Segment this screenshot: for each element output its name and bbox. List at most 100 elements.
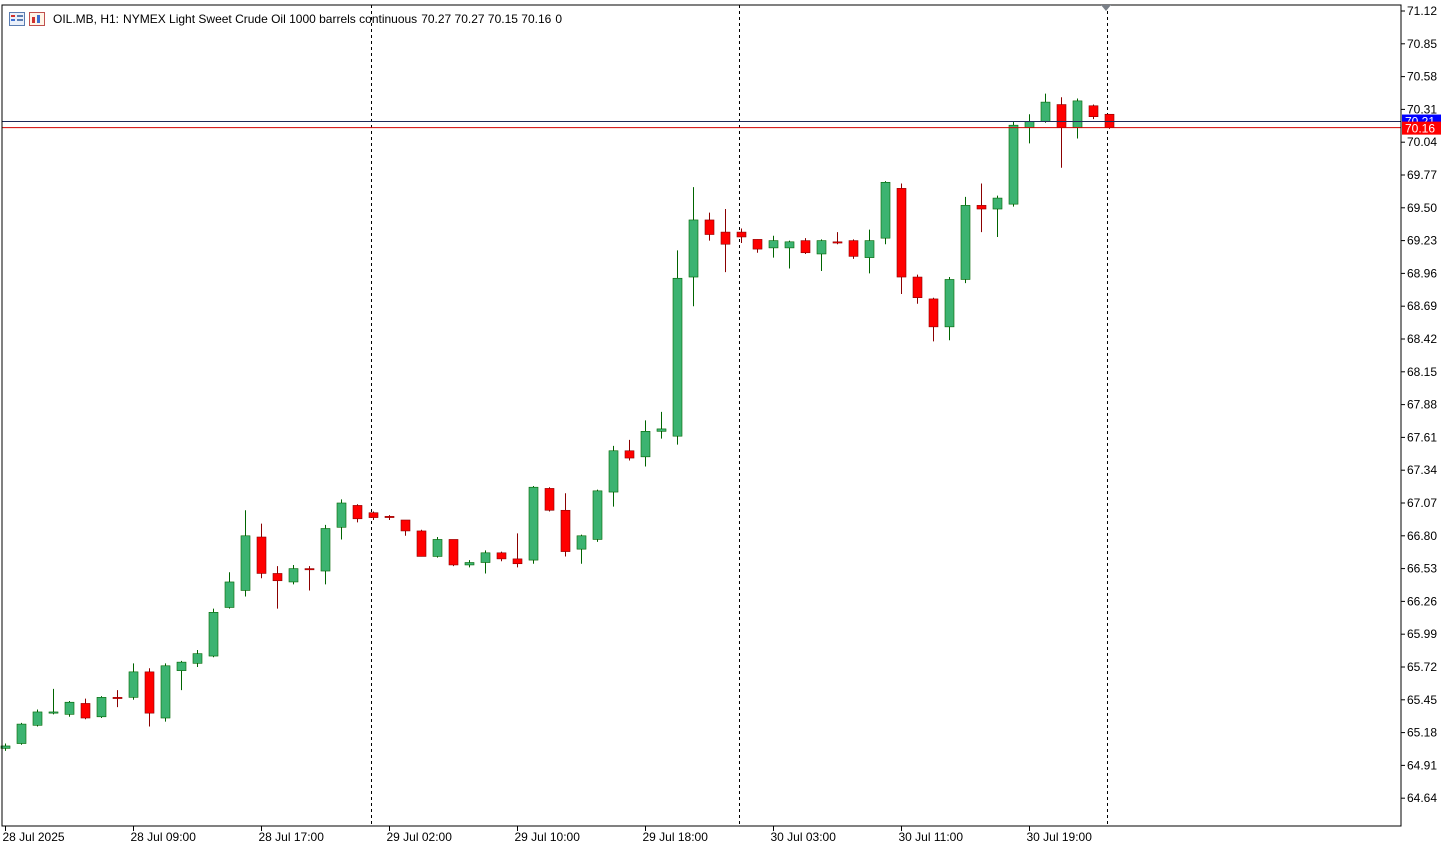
candle <box>320 524 331 585</box>
candle <box>944 277 955 341</box>
candle-body <box>256 536 267 574</box>
candle-body <box>0 745 11 749</box>
candle-body <box>160 665 171 719</box>
x-axis-tick-label: 28 Jul 09:00 <box>131 830 197 844</box>
candle <box>480 550 491 574</box>
candle-body <box>128 671 139 698</box>
candle-body <box>96 697 107 718</box>
candle-body <box>400 519 411 532</box>
candle <box>32 709 43 727</box>
candle <box>896 183 907 295</box>
candle-body <box>896 188 907 278</box>
candle <box>336 499 347 540</box>
candle-body <box>624 450 635 459</box>
x-axis-tick-label: 28 Jul 2025 <box>3 830 65 844</box>
candle-body <box>1072 100 1083 128</box>
candle-body <box>944 279 955 328</box>
candle <box>912 274 923 304</box>
candle-body <box>784 241 795 249</box>
candle-body <box>464 562 475 566</box>
candle-body <box>432 539 443 557</box>
candle-body <box>512 558 523 565</box>
candle <box>208 608 219 658</box>
candle <box>1088 104 1099 120</box>
volume-value: 0 <box>555 12 562 26</box>
candle-body <box>48 711 59 714</box>
candle-body <box>672 277 683 437</box>
candle-body <box>528 486 539 561</box>
candle-body <box>880 181 891 239</box>
y-axis-tick-label: 68.15 <box>1407 365 1437 379</box>
y-axis-tick-label: 64.64 <box>1407 791 1437 805</box>
symbol-label: OIL.MB, H1: <box>53 12 120 26</box>
candle <box>1008 121 1019 207</box>
ohlc-values: 70.27 70.27 70.15 70.16 <box>421 12 552 26</box>
candle-body <box>144 671 155 714</box>
candle-body <box>576 535 587 550</box>
y-axis-tick-label: 66.53 <box>1407 562 1437 576</box>
candle-body <box>416 530 427 557</box>
candle-body <box>64 701 75 715</box>
y-axis-tick-label: 70.31 <box>1407 102 1437 116</box>
chart-shift-marker-icon[interactable] <box>1101 5 1111 11</box>
candle <box>160 663 171 722</box>
y-axis-tick-label: 69.77 <box>1407 168 1437 182</box>
candle-body <box>976 205 987 210</box>
y-axis-tick-label: 67.88 <box>1407 398 1437 412</box>
candle-body <box>368 512 379 518</box>
y-axis-tick-label: 70.85 <box>1407 37 1437 51</box>
candle <box>928 297 939 342</box>
candle-body <box>720 231 731 245</box>
y-axis-tick-label: 67.07 <box>1407 496 1437 510</box>
candle-body <box>240 535 251 591</box>
chart-window-icon[interactable] <box>29 12 45 26</box>
symbol-description: NYMEX Light Sweet Crude Oil 1000 barrels… <box>123 12 418 26</box>
chart-list-icon[interactable] <box>9 12 25 26</box>
x-axis-tick-label: 29 Jul 02:00 <box>387 830 453 844</box>
candle <box>432 537 443 558</box>
candle <box>592 489 603 542</box>
candle-body <box>960 205 971 280</box>
x-axis-tick-label: 30 Jul 19:00 <box>1027 830 1093 844</box>
x-axis-tick-label: 30 Jul 11:00 <box>899 830 964 844</box>
candle <box>688 187 699 307</box>
candle-body <box>544 488 555 511</box>
candle-body <box>816 240 827 255</box>
candle <box>272 566 283 609</box>
candle <box>144 668 155 727</box>
candle <box>400 519 411 536</box>
candle <box>736 228 747 244</box>
x-axis-tick-label: 29 Jul 18:00 <box>643 830 709 844</box>
candle <box>368 511 379 521</box>
candle <box>576 534 587 564</box>
candle <box>816 239 827 271</box>
candle-body <box>336 502 347 528</box>
candle <box>416 529 427 557</box>
candle <box>96 696 107 719</box>
candle-body <box>688 219 699 278</box>
x-axis-tick-label: 29 Jul 10:00 <box>515 830 581 844</box>
candle <box>624 439 635 461</box>
candle-body <box>224 581 235 608</box>
candle <box>512 533 523 568</box>
plot-frame <box>1 4 1402 827</box>
candle <box>464 560 475 568</box>
candle-body <box>992 197 1003 210</box>
candle-body <box>320 528 331 572</box>
candle <box>784 240 795 269</box>
candle-body <box>656 428 667 432</box>
candle-body <box>928 298 939 328</box>
candle <box>640 420 651 467</box>
candle-body <box>272 573 283 582</box>
candle <box>656 411 667 439</box>
y-axis-tick-label: 65.45 <box>1407 693 1437 707</box>
candle <box>224 572 235 609</box>
y-axis-tick-label: 65.72 <box>1407 660 1437 674</box>
candle-body <box>496 552 507 560</box>
candle <box>960 196 971 284</box>
candle-body <box>912 276 923 298</box>
candle <box>752 239 763 253</box>
y-axis-tick-label: 71.12 <box>1407 4 1437 18</box>
